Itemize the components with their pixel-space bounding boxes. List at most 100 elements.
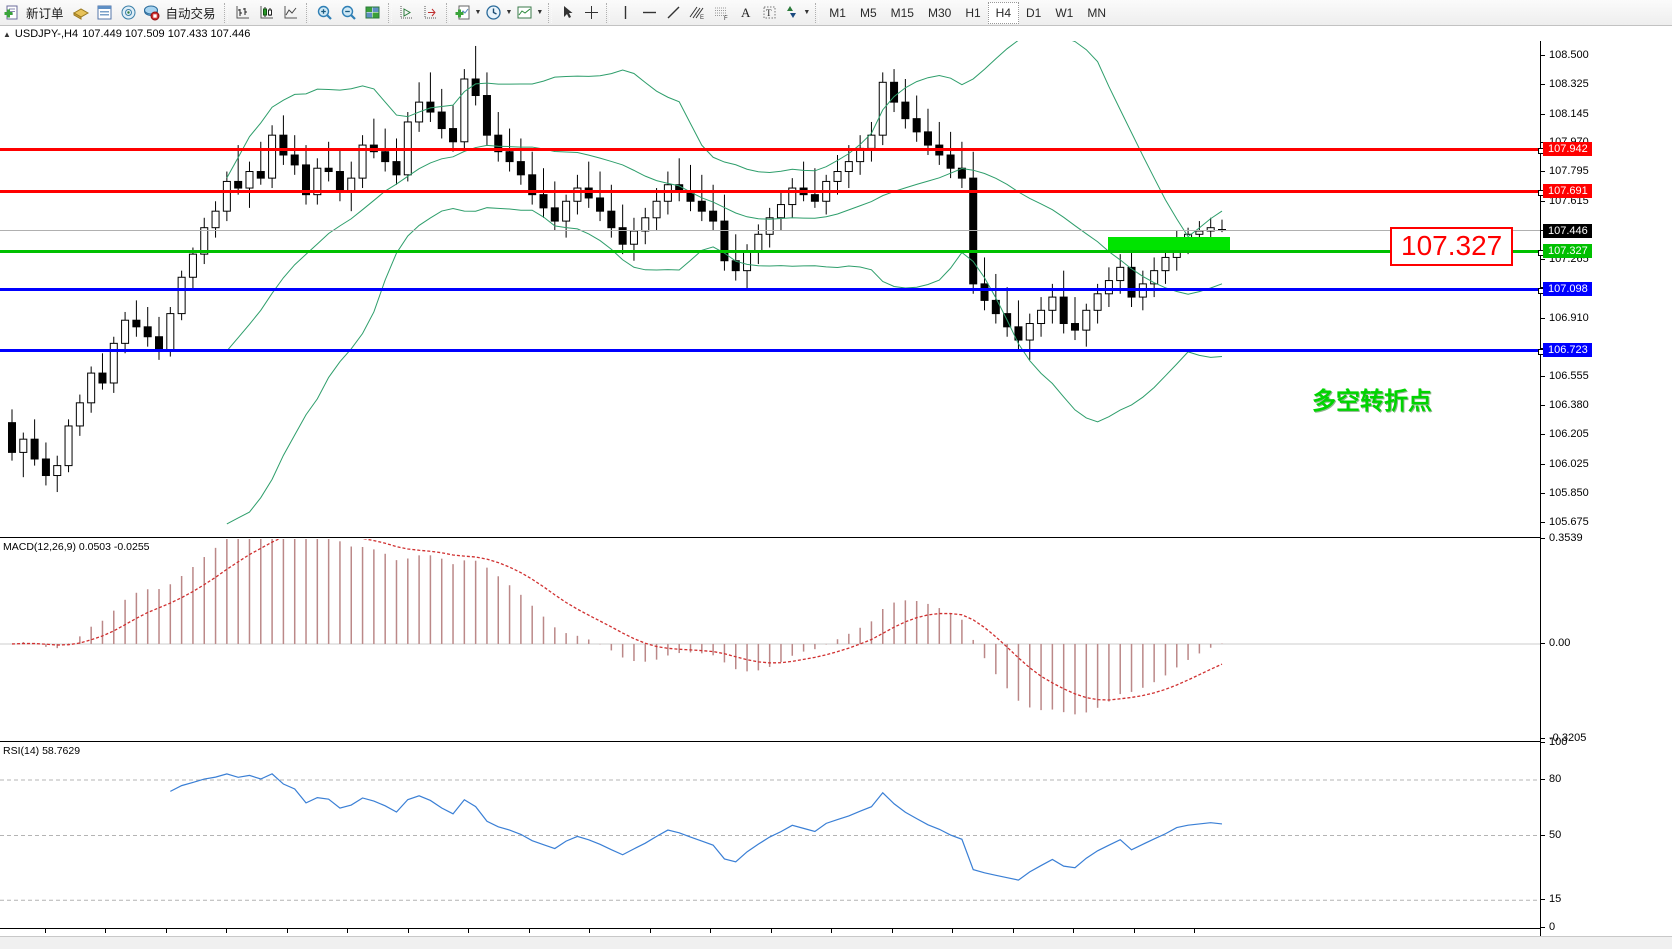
price-tag[interactable]: 106.723	[1543, 343, 1592, 358]
autoscroll-icon[interactable]	[419, 1, 443, 25]
demand-zone-rectangle[interactable]	[1108, 236, 1230, 251]
time-separator	[468, 929, 469, 933]
candle	[98, 353, 107, 390]
new-order-button[interactable]: 新订单	[2, 1, 69, 25]
timeframe-d1[interactable]: D1	[1026, 5, 1042, 20]
price-callout[interactable]: 107.327	[1390, 226, 1514, 267]
chevron-down-icon[interactable]: ▼	[536, 9, 544, 16]
toolbar-separator	[606, 2, 611, 23]
timeframe-mn[interactable]: MN	[1087, 5, 1107, 20]
price-tag[interactable]: 107.327	[1543, 243, 1592, 258]
level-line-support-2[interactable]	[0, 349, 1544, 356]
price-tag[interactable]: 107.098	[1543, 281, 1592, 296]
fibonacci-icon[interactable]: F	[709, 1, 733, 25]
equidistant-channel-icon[interactable]: E	[685, 1, 709, 25]
templates-icon[interactable]: ▼	[514, 1, 545, 25]
macd-tick: 0.00	[1541, 637, 1570, 649]
price-tag[interactable]: 107.691	[1543, 183, 1592, 198]
crosshair-icon[interactable]	[579, 1, 603, 25]
crypto-box-icon[interactable]	[69, 1, 93, 25]
time-separator	[1194, 929, 1195, 933]
candle	[347, 161, 356, 212]
chevron-down-icon[interactable]: ▼	[474, 9, 482, 16]
timeframe-m1[interactable]: M1	[829, 5, 846, 20]
rsi-tick: 100	[1541, 736, 1567, 748]
price-scale[interactable]: 108.500108.325108.145107.970107.795107.6…	[1540, 41, 1672, 949]
candle	[629, 217, 638, 261]
level-line-resistance-1[interactable]	[0, 148, 1544, 155]
timeframe-h4[interactable]: H4	[987, 1, 1019, 24]
timeframe-h1[interactable]: H1	[965, 5, 981, 20]
candle	[19, 432, 28, 478]
turning-point-annotation[interactable]: 多空转折点	[1312, 387, 1432, 415]
price-tag[interactable]: 107.942	[1543, 142, 1592, 157]
chevron-down-icon[interactable]: ▼	[505, 9, 513, 16]
rsi-pane[interactable]: RSI(14) 58.7629	[0, 743, 1540, 928]
text-tool-icon[interactable]: A	[733, 1, 757, 25]
collapse-triangle-icon[interactable]: ▲	[3, 29, 11, 39]
chevron-down-icon[interactable]: ▼	[803, 9, 811, 16]
candle	[132, 300, 141, 337]
candle	[969, 151, 978, 294]
chart-grid-icon[interactable]	[361, 1, 385, 25]
candle	[437, 88, 446, 139]
price-tag[interactable]: 107.446	[1543, 224, 1592, 238]
time-separator	[407, 929, 409, 933]
shift-chart-icon[interactable]	[395, 1, 419, 25]
navigator-icon[interactable]	[117, 1, 141, 25]
candle	[30, 419, 39, 466]
candle	[1037, 297, 1046, 337]
arrows-icon[interactable]: ▼	[781, 1, 812, 25]
timeframe-w1[interactable]: W1	[1055, 5, 1074, 20]
candle	[449, 105, 458, 152]
add-indicator-icon[interactable]: ▼	[453, 1, 484, 25]
level-line-pivot[interactable]	[0, 249, 1544, 256]
zoom-in-icon[interactable]	[313, 1, 337, 25]
line-chart-icon[interactable]	[279, 1, 303, 25]
timeframe-m5[interactable]: M5	[859, 5, 877, 20]
candle	[403, 112, 412, 182]
toolbar-separator	[815, 2, 820, 23]
candle	[177, 270, 186, 321]
candlestick-chart-icon[interactable]	[255, 1, 279, 25]
candle	[528, 151, 537, 205]
toolbar-separator	[445, 2, 450, 23]
vertical-line-icon[interactable]	[613, 1, 637, 25]
candle	[573, 174, 582, 215]
level-line-current-price[interactable]	[0, 230, 1540, 231]
time-separator	[105, 929, 106, 933]
horizontal-line-icon[interactable]	[637, 1, 661, 25]
timeframe-m30[interactable]: M30	[927, 5, 952, 20]
candle	[188, 247, 197, 291]
candle	[121, 311, 130, 354]
symbol-name: USDJPY-,H4	[14, 28, 79, 40]
candle	[75, 394, 84, 436]
price-tick: 106.910	[1541, 312, 1589, 324]
candle	[41, 442, 50, 486]
level-line-resistance-2[interactable]	[0, 189, 1544, 196]
price-tick: 105.675	[1541, 516, 1589, 528]
pane-divider	[0, 537, 1540, 538]
autotrading-button[interactable]: 自动交易	[141, 1, 221, 25]
level-line-support-1[interactable]	[0, 287, 1544, 294]
data-window-icon[interactable]	[93, 1, 117, 25]
autotrading-label: 自动交易	[165, 7, 216, 21]
bar-chart-icon[interactable]	[231, 1, 255, 25]
time-separator	[347, 929, 348, 933]
trendline-icon[interactable]	[661, 1, 685, 25]
text-label-icon[interactable]: T	[757, 1, 781, 25]
candle	[946, 131, 955, 179]
price-tick: 107.615	[1541, 195, 1589, 207]
zoom-out-icon[interactable]	[337, 1, 361, 25]
symbol-info-bar: ▲ USDJPY-,H4 107.449 107.509 107.433 107…	[0, 27, 1540, 41]
time-separator	[589, 929, 590, 933]
price-tick: 108.145	[1541, 108, 1589, 120]
rsi-tick: 50	[1541, 829, 1561, 841]
period-clock-icon[interactable]: ▼	[483, 1, 514, 25]
chart-area[interactable]: MACD(12,26,9) 0.0503 -0.0255 RSI(14) 58.…	[0, 41, 1672, 949]
macd-pane[interactable]: MACD(12,26,9) 0.0503 -0.0255	[0, 539, 1540, 739]
candle	[290, 135, 299, 175]
cursor-icon[interactable]	[555, 1, 579, 25]
timeframe-m15[interactable]: M15	[890, 5, 914, 20]
